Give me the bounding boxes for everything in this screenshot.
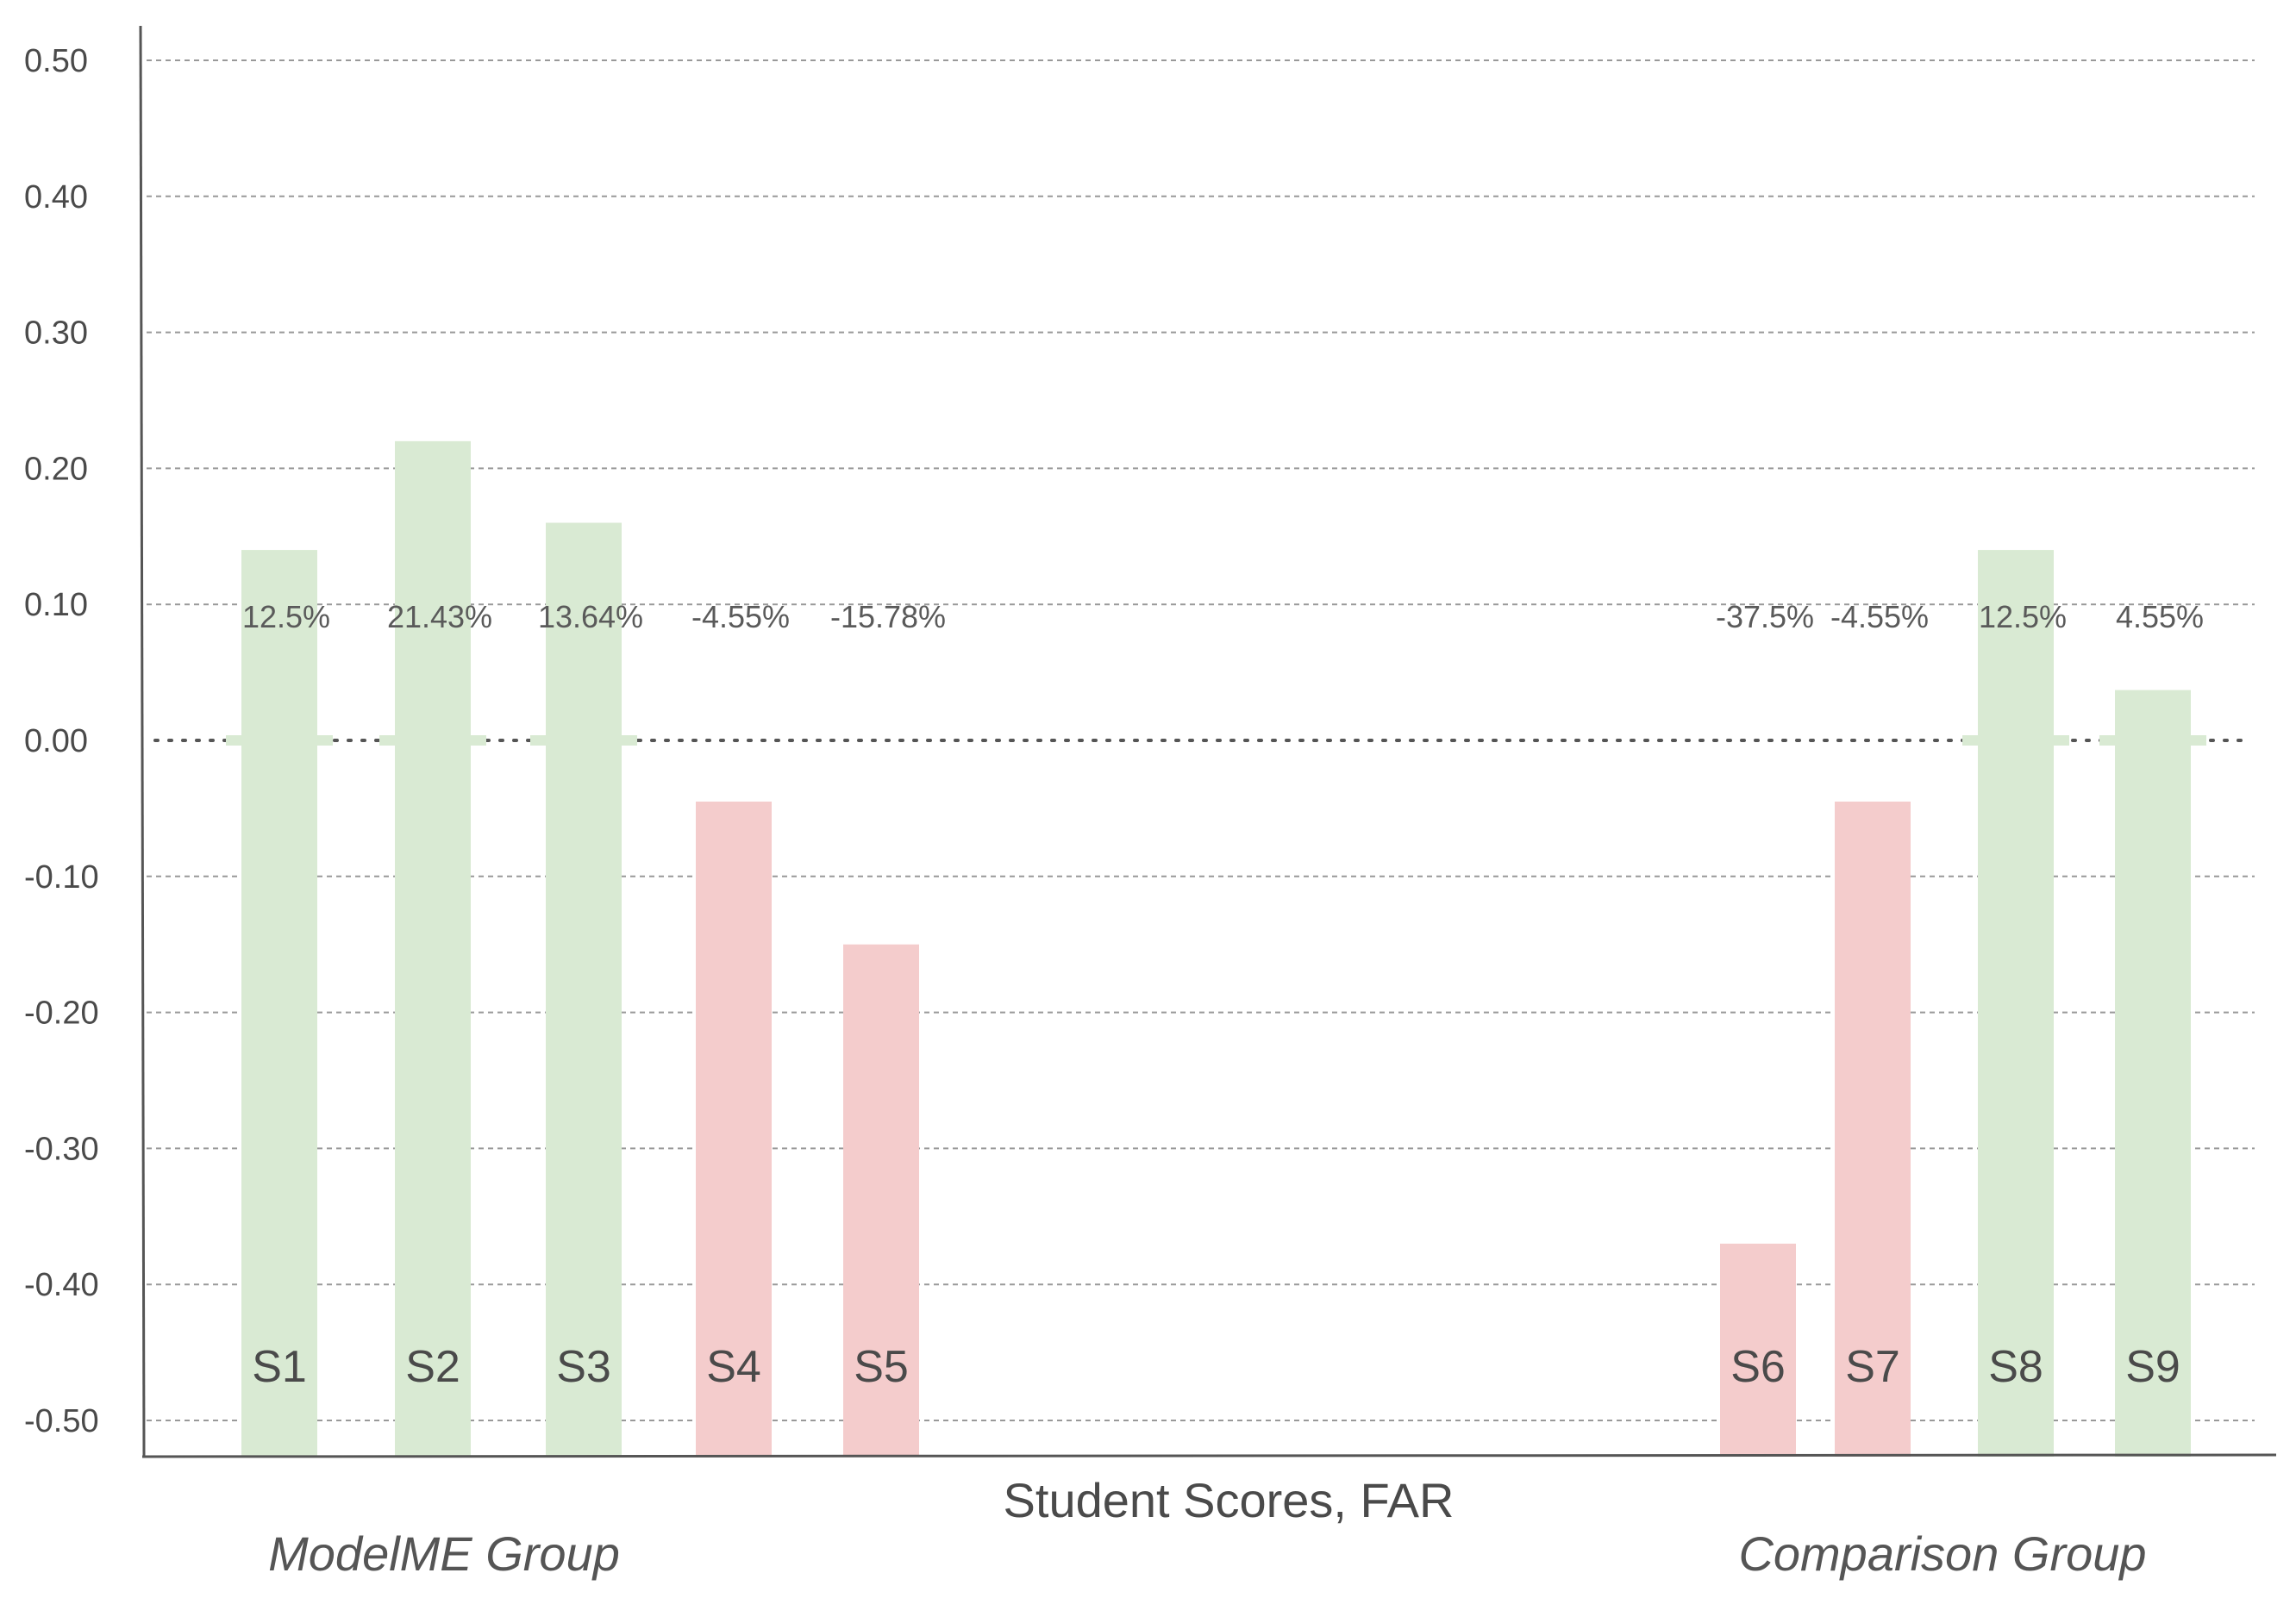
y-tick-label: -0.30 xyxy=(24,1131,99,1167)
bar-S4 xyxy=(696,802,772,1457)
data-labels: 12.5% 21.43% 13.64% -4.55% -15.78% -37.5% -4.5… xyxy=(242,599,2204,634)
bars xyxy=(241,440,2191,1458)
category-label: S5 xyxy=(854,1342,909,1392)
data-label: -37.5% xyxy=(1716,599,1814,634)
bar-overlay xyxy=(226,735,333,746)
zero-line xyxy=(153,735,2252,746)
x-axis-title: Student Scores, FAR xyxy=(1004,1473,1455,1527)
data-label: 4.55% xyxy=(2116,599,2204,634)
y-tick-label: 0.30 xyxy=(24,315,88,352)
data-label: -15.78% xyxy=(830,599,946,634)
y-tick-label: 0.00 xyxy=(24,723,88,759)
data-label: 13.64% xyxy=(538,599,643,634)
bar-S1 xyxy=(241,550,317,1457)
category-label: S2 xyxy=(405,1342,460,1392)
bar-S9 xyxy=(2115,690,2191,1457)
category-label: S4 xyxy=(706,1342,761,1392)
y-tick-label: -0.10 xyxy=(24,859,99,896)
y-tick-label: 0.40 xyxy=(24,179,88,215)
category-label: S7 xyxy=(1845,1342,1900,1392)
category-labels: S1 S2 S3 S4 S5 S6 S7 S8 S9 xyxy=(252,1342,2180,1392)
y-axis-ticks: 0.50 0.40 0.30 0.20 0.10 0.00 -0.10 -0.20 -0.30 -… xyxy=(24,43,99,1439)
data-label: -4.55% xyxy=(1830,599,1929,634)
bar-overlay xyxy=(1962,735,2069,746)
data-label: 12.5% xyxy=(242,599,330,634)
data-label: -4.55% xyxy=(691,599,790,634)
bar-overlay xyxy=(2099,735,2206,746)
y-axis-line xyxy=(139,25,146,1458)
bar-S6 xyxy=(1720,1243,1796,1457)
y-tick-label: -0.40 xyxy=(24,1267,99,1303)
bar-S8 xyxy=(1978,550,2054,1457)
y-tick-label: -0.50 xyxy=(24,1403,99,1439)
group-labels: ModelME Group Comparison Group xyxy=(268,1526,2146,1581)
category-label: S6 xyxy=(1730,1342,1786,1392)
y-tick-label: 0.20 xyxy=(24,451,88,487)
x-axis-line xyxy=(141,1453,2277,1458)
bar-S2 xyxy=(395,440,471,1458)
category-label: S1 xyxy=(252,1342,307,1392)
bar-S5 xyxy=(843,944,919,1457)
y-tick-label: 0.50 xyxy=(24,43,88,79)
bar-S3 xyxy=(546,522,622,1457)
category-label: S3 xyxy=(556,1342,611,1392)
bar-overlay xyxy=(530,735,637,746)
group-label: ModelME Group xyxy=(268,1526,620,1581)
y-tick-label: 0.10 xyxy=(24,587,88,623)
bar-S7 xyxy=(1835,802,1911,1457)
data-label: 21.43% xyxy=(387,599,492,634)
data-label: 12.5% xyxy=(1979,599,2067,634)
category-label: S9 xyxy=(2125,1342,2180,1392)
category-label: S8 xyxy=(1988,1342,2043,1392)
bar-overlay xyxy=(379,735,486,746)
group-label: Comparison Group xyxy=(1738,1526,2146,1581)
y-tick-label: -0.20 xyxy=(24,996,99,1032)
